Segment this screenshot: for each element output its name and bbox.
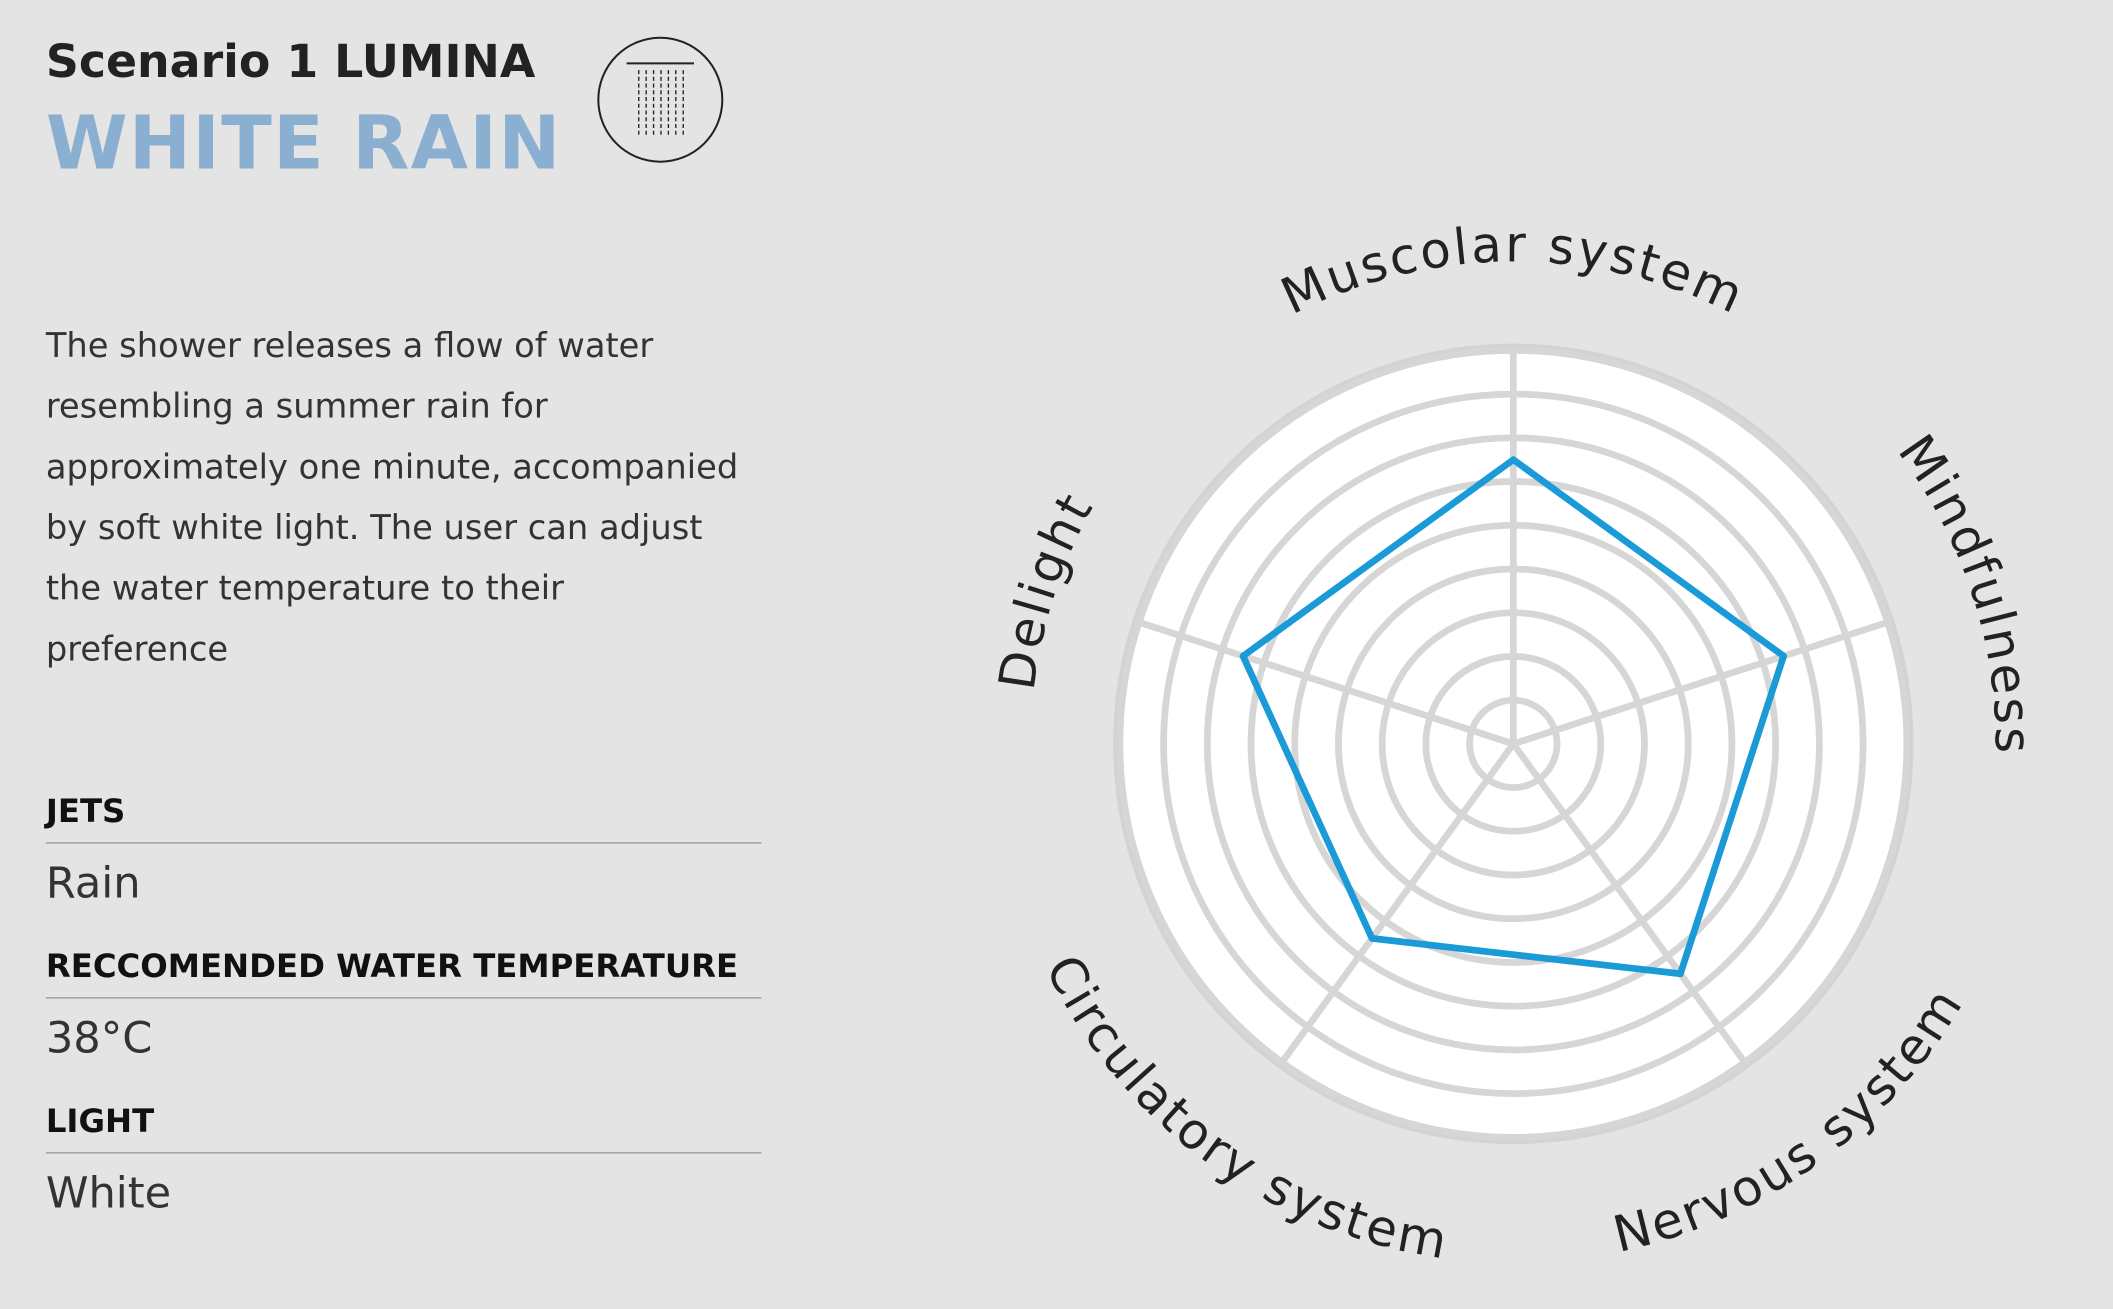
- spec-label: RECCOMENDED WATER TEMPERATURE: [45, 947, 739, 986]
- subtitle: WHITE RAIN: [45, 99, 562, 186]
- description: The shower releases a flow of water resem…: [46, 315, 738, 679]
- spec-label: JETS: [45, 792, 126, 831]
- spec-rule: [45, 1152, 762, 1154]
- description-line: the water temperature to their: [45, 568, 565, 608]
- description-line: preference: [45, 629, 229, 669]
- spoke: [1510, 741, 1748, 1065]
- description-line: resembling a summer rain for: [45, 386, 548, 426]
- spoke: [1279, 741, 1517, 1065]
- spec-label: LIGHT: [45, 1102, 155, 1141]
- radar-line: [1239, 456, 1787, 978]
- description-line: by soft white light. The user can adjust: [45, 508, 703, 548]
- description-line: approximately one minute, accompanied: [45, 447, 739, 487]
- spec-rule: [45, 842, 762, 844]
- spoke: [1512, 619, 1889, 748]
- spec-rule: [45, 997, 762, 999]
- description-line: The shower releases a flow of water: [45, 326, 654, 366]
- spoke: [1138, 619, 1515, 748]
- category-label: Muscolar system: [1273, 215, 1754, 325]
- spec-value: Rain: [45, 857, 141, 909]
- title: Scenario 1 LUMINA: [45, 35, 536, 89]
- category-label-path: Delight: [988, 482, 1103, 693]
- spec-value: 38°C: [45, 1012, 153, 1064]
- category-label-path: Muscolar system: [1273, 215, 1752, 325]
- category-label: Delight: [988, 482, 1105, 693]
- shower-icon: [597, 36, 724, 163]
- spec-value: White: [45, 1167, 172, 1219]
